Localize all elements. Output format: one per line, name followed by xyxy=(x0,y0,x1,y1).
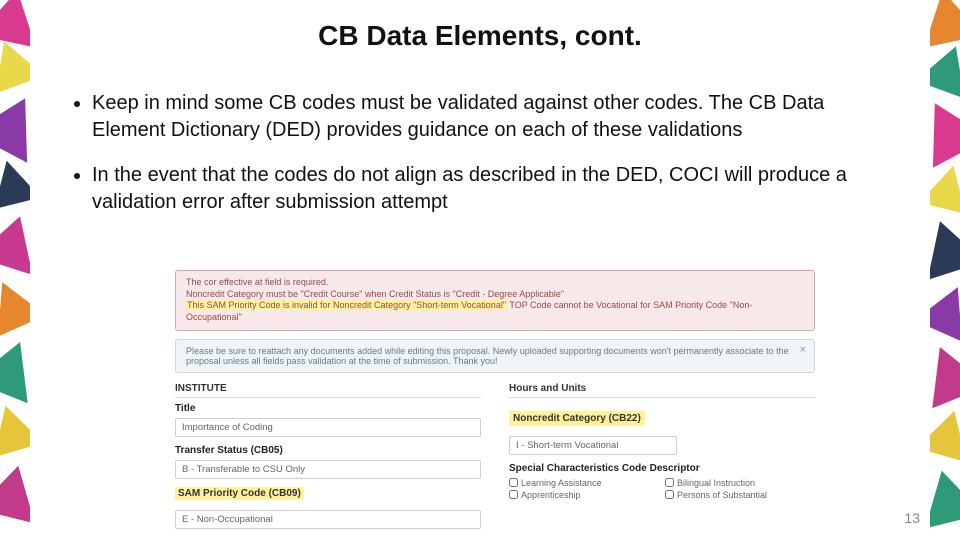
title-input[interactable]: Importance of Coding xyxy=(175,418,481,437)
close-icon[interactable]: × xyxy=(800,344,806,356)
checkbox-input[interactable] xyxy=(665,490,674,499)
error-line: This SAM Priority Code is invalid for No… xyxy=(186,300,804,323)
bullet-item: In the event that the codes do not align… xyxy=(92,162,890,216)
bullet-list: Keep in mind some CB codes must be valid… xyxy=(70,90,890,234)
sam-priority-label: SAM Priority Code (CB09) xyxy=(175,487,304,500)
form-columns: INSTITUTE Title Importance of Coding Tra… xyxy=(175,383,815,537)
info-alert: Please be sure to reattach any documents… xyxy=(175,339,815,373)
checkbox-bilingual[interactable]: Bilingual Instruction xyxy=(665,478,815,488)
checkbox-input[interactable] xyxy=(665,478,674,487)
checkbox-input[interactable] xyxy=(509,478,518,487)
checkbox-input[interactable] xyxy=(509,490,518,499)
bullet-item: Keep in mind some CB codes must be valid… xyxy=(92,90,890,144)
error-highlight: This SAM Priority Code is invalid for No… xyxy=(186,300,507,310)
error-line: Noncredit Category must be "Credit Cours… xyxy=(186,289,804,301)
checkbox-persons-substantial[interactable]: Persons of Substantial xyxy=(665,490,815,500)
slide: CB Data Elements, cont. Keep in mind som… xyxy=(0,0,960,540)
error-line: The cor effective at field is required. xyxy=(186,277,804,289)
slide-title: CB Data Elements, cont. xyxy=(0,20,960,52)
transfer-status-select[interactable]: B - Transferable to CSU Only xyxy=(175,460,481,479)
slide-number: 13 xyxy=(904,510,920,526)
embedded-screenshot: The cor effective at field is required. … xyxy=(175,270,815,537)
noncredit-category-label: Noncredit Category (CB22) xyxy=(509,411,645,426)
form-column-left: INSTITUTE Title Importance of Coding Tra… xyxy=(175,383,481,537)
error-alert: The cor effective at field is required. … xyxy=(175,270,815,331)
checkbox-grid: Learning Assistance Bilingual Instructio… xyxy=(509,478,815,500)
sam-priority-select[interactable]: E - Non-Occupational xyxy=(175,510,481,529)
checkbox-learning-assistance[interactable]: Learning Assistance xyxy=(509,478,659,488)
form-column-right: Hours and Units Noncredit Category (CB22… xyxy=(509,383,815,537)
institute-label: INSTITUTE xyxy=(175,383,481,398)
special-characteristics-label: Special Characteristics Code Descriptor xyxy=(509,463,815,474)
decorative-border-right xyxy=(930,0,960,540)
transfer-status-label: Transfer Status (CB05) xyxy=(175,445,481,456)
hours-units-label: Hours and Units xyxy=(509,383,815,398)
info-text: Please be sure to reattach any documents… xyxy=(186,346,789,366)
decorative-border-left xyxy=(0,0,30,540)
title-label: Title xyxy=(175,403,481,414)
checkbox-apprenticeship[interactable]: Apprenticeship xyxy=(509,490,659,500)
noncredit-category-select[interactable]: I - Short-term Vocational xyxy=(509,436,677,455)
